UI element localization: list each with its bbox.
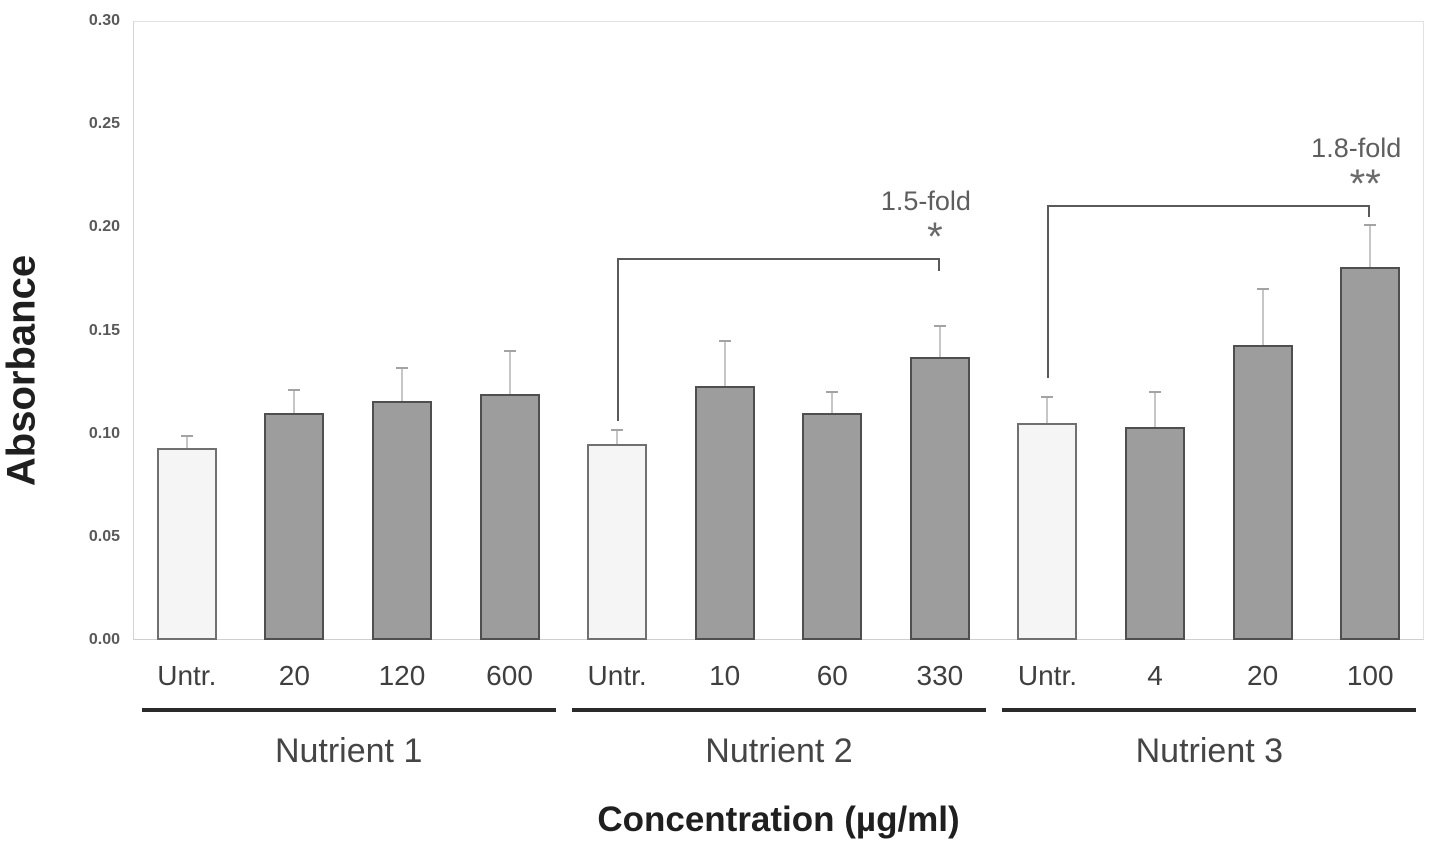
category-label: 60 — [816, 660, 848, 691]
bar — [264, 413, 325, 640]
error-cap — [180, 434, 193, 437]
bar — [371, 400, 432, 640]
bar — [1232, 344, 1293, 640]
error-bar — [185, 435, 188, 449]
bar — [1340, 266, 1401, 640]
y-tick-label: 0.25 — [88, 115, 120, 133]
bar — [694, 386, 755, 640]
category-label: Untr. — [587, 660, 647, 691]
category-label: 4 — [1147, 660, 1163, 691]
category-label: 600 — [486, 660, 533, 691]
error-bar — [723, 340, 726, 387]
y-tick-label: 0.05 — [88, 527, 120, 545]
bar — [802, 413, 863, 640]
significance-stars: * — [927, 215, 943, 260]
error-cap — [611, 428, 624, 431]
group-underline — [141, 708, 556, 712]
significance-bracket — [1368, 204, 1371, 217]
y-axis-title: Absorbance — [0, 254, 44, 487]
fold-label: 1.8-fold — [1311, 132, 1402, 163]
bar — [1125, 427, 1186, 640]
error-bar — [1154, 392, 1157, 428]
error-cap — [826, 391, 839, 394]
group-label: Nutrient 2 — [705, 732, 853, 770]
bar — [156, 448, 217, 640]
y-tick-label: 0.30 — [88, 12, 120, 29]
fold-label: 1.5-fold — [880, 186, 971, 217]
error-bar — [1046, 396, 1049, 424]
bar — [479, 394, 540, 640]
error-bar — [508, 351, 511, 395]
category-label: 120 — [378, 660, 426, 691]
group-underline — [572, 708, 986, 712]
group-label: Nutrient 1 — [274, 732, 423, 770]
significance-bracket — [617, 258, 620, 422]
error-cap — [1041, 395, 1054, 398]
bar — [1017, 423, 1078, 640]
y-tick-label: 0.15 — [88, 321, 120, 339]
error-cap — [395, 366, 408, 369]
significance-bracket — [937, 258, 940, 271]
y-tick-label: 0.10 — [88, 424, 120, 442]
group-label: Nutrient 3 — [1135, 732, 1284, 770]
error-cap — [1149, 391, 1162, 394]
x-axis-title: Concentration (µg/ml) — [597, 800, 960, 839]
significance-stars: ** — [1349, 161, 1381, 206]
category-label: Untr. — [157, 660, 217, 691]
y-tick-label: 0.00 — [88, 631, 120, 648]
error-bar — [1369, 225, 1372, 267]
error-cap — [1364, 224, 1377, 227]
error-bar — [938, 326, 941, 358]
category-label: 10 — [709, 660, 741, 691]
error-cap — [1256, 288, 1269, 291]
category-label: 100 — [1346, 660, 1394, 691]
group-underline — [1002, 708, 1417, 712]
significance-bracket — [617, 258, 940, 261]
error-cap — [288, 389, 301, 392]
y-tick-label: 0.20 — [88, 218, 120, 236]
plot-area — [133, 21, 1424, 640]
category-label: Untr. — [1017, 660, 1078, 691]
error-bar — [616, 429, 619, 444]
category-label: 20 — [1247, 660, 1279, 691]
error-bar — [400, 367, 403, 401]
error-bar — [1261, 289, 1264, 345]
error-bar — [831, 392, 834, 414]
error-bar — [293, 390, 296, 414]
category-label: 330 — [916, 660, 964, 691]
significance-bracket — [1047, 204, 1050, 378]
category-label: 20 — [278, 660, 310, 691]
bar — [909, 357, 970, 640]
error-cap — [718, 339, 731, 342]
significance-bracket — [1047, 204, 1371, 207]
error-cap — [933, 325, 946, 328]
error-cap — [503, 350, 516, 353]
bar — [587, 443, 648, 640]
